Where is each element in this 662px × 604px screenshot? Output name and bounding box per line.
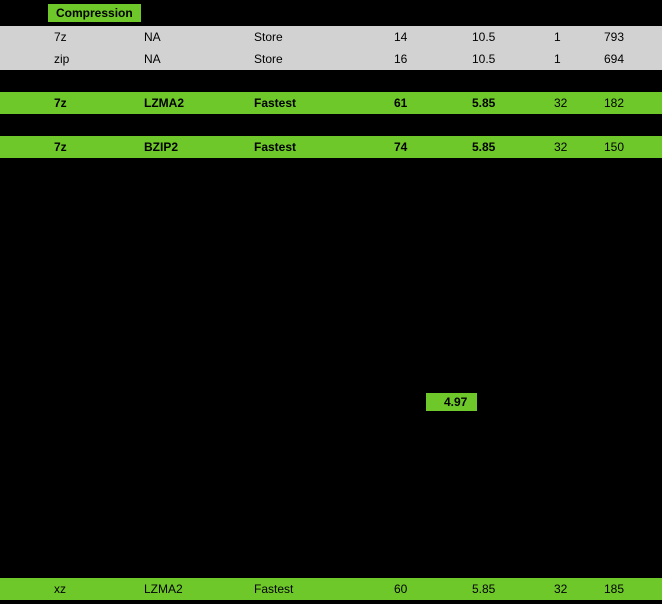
cell-format: 7z [48,136,138,158]
cell-v4: 182 [598,92,662,114]
gutter-cell [0,578,48,600]
cell-v4 [598,70,662,92]
cell-v1: 61 [388,92,466,114]
cell-level: Store [248,26,388,48]
spacer-row [0,114,662,136]
table-row: 7zNAStore1410.51793 [0,26,662,48]
cell-v3: 32 [548,92,598,114]
cell-format: 7z [48,92,138,114]
gutter-cell [0,48,48,70]
cell-v3: 32 [548,578,598,600]
cell-algo: BZIP2 [138,136,248,158]
cell-v1: 74 [388,136,466,158]
table-row: 7zBZIP2Fastest745.8532150 [0,136,662,158]
cell-v2: 10.5 [466,48,548,70]
spacer-row [0,70,662,92]
cell-algo [138,70,248,92]
cell-format: zip [48,48,138,70]
compression-table: 7zNAStore1410.51793zipNAStore1610.516947… [0,26,662,158]
gutter-cell [0,114,48,136]
section-header: Compression [48,4,141,22]
cell-format: 7z [48,26,138,48]
cell-v3: 1 [548,26,598,48]
compression-table-bottom-row: xz LZMA2 Fastest 60 5.85 32 185 [0,578,662,600]
cell-level: Fastest [248,578,388,600]
cell-algo: NA [138,26,248,48]
cell-v2: 5.85 [466,136,548,158]
cell-format [48,70,138,92]
cell-format [48,114,138,136]
cell-level: Fastest [248,136,388,158]
table-row: xz LZMA2 Fastest 60 5.85 32 185 [0,578,662,600]
gutter-cell [0,136,48,158]
cell-level: Fastest [248,92,388,114]
cell-v2: 5.85 [466,92,548,114]
cell-v3 [548,114,598,136]
table-row: 7zLZMA2Fastest615.8532182 [0,92,662,114]
cell-v4: 150 [598,136,662,158]
cell-v4: 185 [598,578,662,600]
cell-level: Store [248,48,388,70]
cell-v2 [466,114,548,136]
gutter-cell [0,26,48,48]
cell-v2: 10.5 [466,26,548,48]
cell-v3 [548,70,598,92]
highlight-value-badge: 4.97 [426,393,477,411]
cell-v1: 60 [388,578,466,600]
cell-level [248,70,388,92]
gutter-cell [0,70,48,92]
cell-level [248,114,388,136]
cell-v4: 793 [598,26,662,48]
cell-v2 [466,70,548,92]
cell-v1 [388,70,466,92]
cell-algo: NA [138,48,248,70]
cell-algo: LZMA2 [138,92,248,114]
cell-algo: LZMA2 [138,578,248,600]
cell-v1: 16 [388,48,466,70]
cell-v4: 694 [598,48,662,70]
cell-format: xz [48,578,138,600]
cell-v3: 32 [548,136,598,158]
cell-v4 [598,114,662,136]
cell-v1 [388,114,466,136]
table-row: zipNAStore1610.51694 [0,48,662,70]
cell-v1: 14 [388,26,466,48]
cell-v2: 5.85 [466,578,548,600]
cell-algo [138,114,248,136]
cell-v3: 1 [548,48,598,70]
gutter-cell [0,92,48,114]
